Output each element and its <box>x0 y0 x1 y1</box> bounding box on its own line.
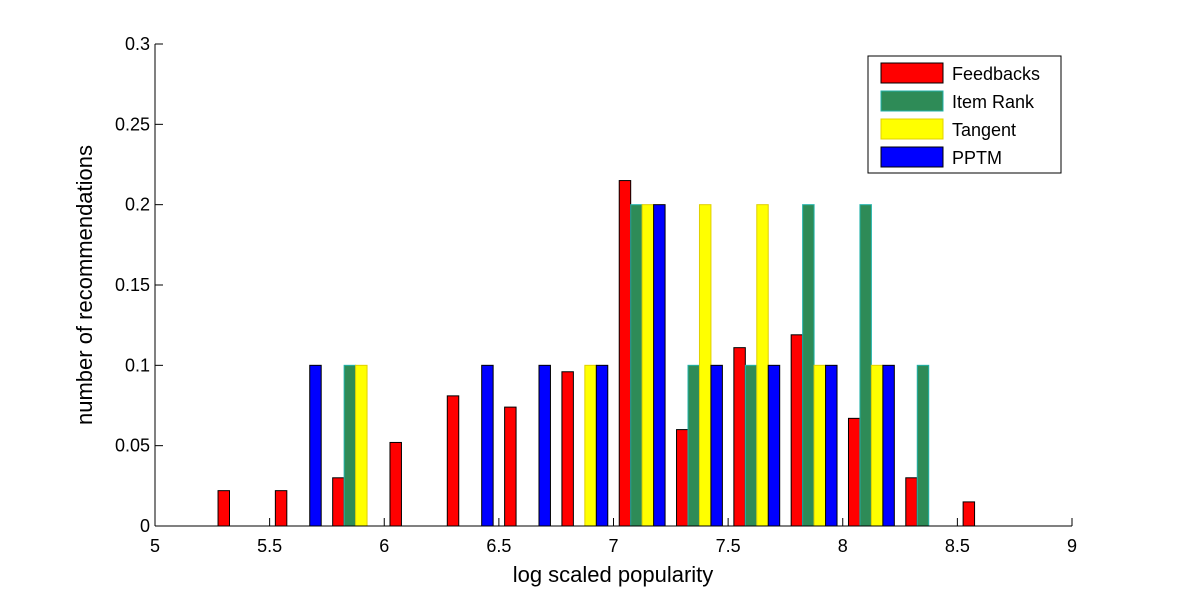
x-tick-label: 5.5 <box>257 536 282 556</box>
bar-pptm-11 <box>825 364 838 527</box>
legend-swatch-tangent <box>880 118 944 140</box>
x-tick-label: 7.5 <box>716 536 741 556</box>
x-tick-label: 6 <box>379 536 389 556</box>
x-axis-title: log scaled popularity <box>513 562 714 587</box>
y-axis-title: number of recommendations <box>72 145 97 425</box>
bar-feedbacks-2 <box>274 490 288 527</box>
y-ticks: 0 0.05 0.1 0.15 0.2 0.25 0.3 <box>115 34 163 536</box>
legend-label-feedbacks: Feedbacks <box>952 64 1040 84</box>
bar-feedbacks-9 <box>676 429 689 527</box>
bar-feedbacks-11 <box>790 334 804 527</box>
x-tick-label: 6.5 <box>486 536 511 556</box>
x-tick-label: 9 <box>1067 536 1077 556</box>
bars-layer <box>217 180 976 527</box>
bar-pptm-10 <box>767 364 781 527</box>
y-tick-label: 0.15 <box>115 275 150 295</box>
bar-item-rank-3 <box>343 364 357 527</box>
x-tick-label: 8.5 <box>945 536 970 556</box>
bar-pptm-7 <box>595 364 609 527</box>
bar-item-rank-12 <box>859 204 872 527</box>
bar-feedbacks-14 <box>962 501 976 527</box>
bar-pptm-5 <box>481 364 494 527</box>
bar-feedbacks-13 <box>905 477 918 527</box>
bar-feedbacks-6 <box>504 406 517 527</box>
y-tick-label: 0.05 <box>115 436 150 456</box>
bar-tangent-9 <box>698 204 712 527</box>
legend-swatch-feedbacks <box>880 62 944 84</box>
bar-feedbacks-10 <box>733 347 746 527</box>
bar-item-rank-13 <box>916 364 930 527</box>
x-tick-label: 5 <box>150 536 160 556</box>
bar-feedbacks-7 <box>561 371 574 527</box>
bar-item-rank-10 <box>744 364 758 527</box>
legend-label-tangent: Tangent <box>952 120 1016 140</box>
bar-pptm-12 <box>882 364 895 527</box>
bar-feedbacks-8 <box>618 180 632 527</box>
bar-pptm-6 <box>538 364 551 527</box>
bar-item-rank-8 <box>630 204 643 527</box>
bar-tangent-7 <box>584 364 597 527</box>
bar-feedbacks-12 <box>847 417 861 527</box>
bar-pptm-9 <box>710 364 723 527</box>
legend-swatch-item-rank <box>880 90 944 112</box>
bar-pptm-8 <box>653 204 666 527</box>
legend: Feedbacks Item Rank Tangent PPTM <box>867 55 1062 174</box>
y-tick-label: 0.2 <box>125 195 150 215</box>
bar-feedbacks-5 <box>446 395 460 527</box>
y-tick-label: 0.25 <box>115 114 150 134</box>
y-tick-label: 0.3 <box>125 34 150 54</box>
bar-tangent-8 <box>641 204 655 527</box>
x-ticks: 5 5.5 6 6.5 7 7.5 8 8.5 9 <box>150 518 1077 556</box>
bar-feedbacks-4 <box>389 441 402 527</box>
bar-tangent-10 <box>756 204 769 527</box>
bar-item-rank-11 <box>802 204 815 527</box>
y-tick-label: 0.1 <box>125 355 150 375</box>
legend-label-pptm: PPTM <box>952 148 1002 168</box>
bar-feedbacks-1 <box>217 490 230 527</box>
x-tick-label: 7 <box>608 536 618 556</box>
bar-tangent-3 <box>355 364 368 527</box>
bar-tangent-12 <box>870 364 884 527</box>
legend-swatch-pptm <box>880 146 944 168</box>
bar-feedbacks-3 <box>332 477 345 527</box>
bar-item-rank-9 <box>687 364 700 527</box>
bar-pptm-2 <box>309 364 322 527</box>
x-tick-label: 8 <box>838 536 848 556</box>
bar-tangent-11 <box>813 364 827 527</box>
y-tick-label: 0 <box>140 516 150 536</box>
legend-label-item-rank: Item Rank <box>952 92 1035 112</box>
